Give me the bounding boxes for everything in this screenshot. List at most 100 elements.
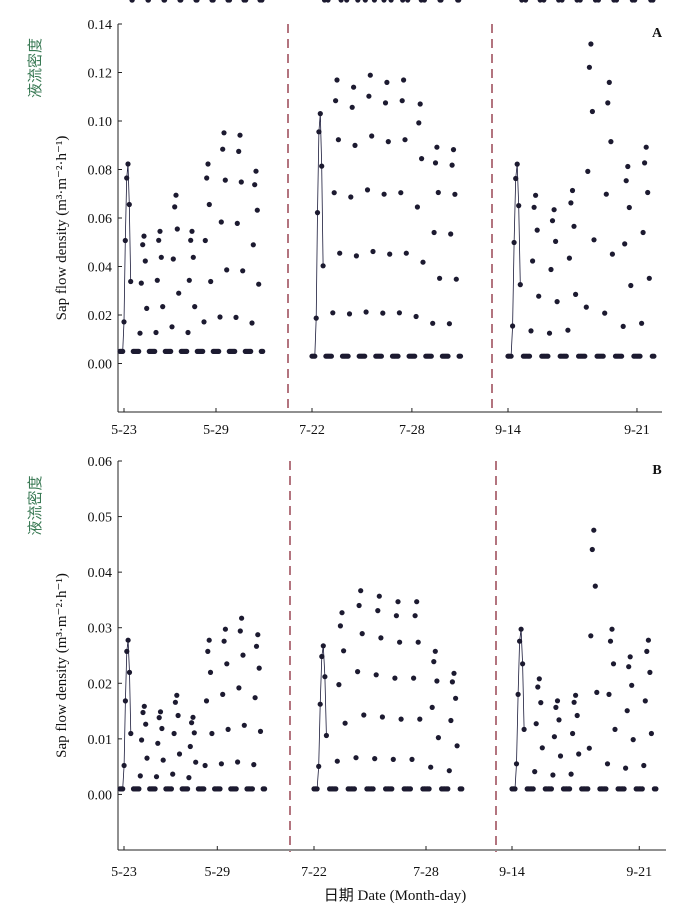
data-point bbox=[434, 678, 440, 684]
data-point bbox=[157, 709, 164, 715]
data-point bbox=[588, 41, 594, 47]
data-point bbox=[516, 203, 522, 209]
data-point bbox=[136, 786, 142, 792]
data-point bbox=[612, 726, 618, 733]
x-tick-label: 5-23 bbox=[111, 423, 137, 438]
data-point bbox=[452, 191, 458, 197]
data-point bbox=[378, 353, 384, 359]
data-point bbox=[254, 207, 260, 213]
data-point bbox=[517, 282, 523, 288]
data-point bbox=[381, 191, 387, 197]
data-point bbox=[248, 348, 254, 354]
data-point bbox=[434, 144, 440, 150]
data-point bbox=[653, 786, 659, 792]
data-point bbox=[216, 348, 222, 354]
data-point bbox=[153, 774, 160, 780]
data-point bbox=[154, 277, 160, 283]
data-point bbox=[623, 178, 629, 184]
data-point bbox=[594, 689, 600, 696]
data-point bbox=[316, 129, 322, 135]
data-point bbox=[412, 613, 418, 619]
y-tick-label: 0.04 bbox=[88, 261, 113, 276]
data-point bbox=[619, 353, 625, 359]
data-point bbox=[175, 712, 181, 719]
data-point bbox=[556, 717, 562, 723]
data-point bbox=[237, 628, 243, 634]
data-point bbox=[174, 692, 180, 698]
data-point bbox=[366, 93, 372, 99]
data-point bbox=[588, 633, 594, 639]
data-point bbox=[639, 786, 645, 792]
data-point bbox=[627, 654, 633, 660]
data-point bbox=[606, 79, 612, 85]
data-point bbox=[417, 716, 423, 722]
data-point bbox=[342, 720, 348, 726]
data-point bbox=[372, 756, 378, 762]
data-point bbox=[533, 721, 539, 727]
data-point bbox=[356, 602, 362, 609]
y-axis-title-en: Sap flow density (m³·m⁻²·h⁻¹) bbox=[54, 136, 70, 321]
data-point bbox=[606, 691, 612, 698]
data-point bbox=[399, 98, 405, 104]
data-point bbox=[430, 320, 436, 326]
data-point bbox=[389, 786, 395, 792]
data-point bbox=[449, 162, 455, 168]
data-point bbox=[536, 676, 542, 682]
x-tick-label: 9-21 bbox=[624, 423, 650, 438]
x-tick-label: 9-14 bbox=[495, 423, 521, 438]
data-point bbox=[523, 0, 529, 3]
x-tick-label: 5-29 bbox=[203, 423, 229, 438]
data-point bbox=[533, 192, 539, 198]
data-point bbox=[126, 669, 133, 676]
y-tick-label: 0.08 bbox=[88, 164, 113, 179]
data-point bbox=[145, 0, 151, 3]
data-point bbox=[337, 250, 343, 256]
data-point bbox=[137, 330, 143, 336]
data-point bbox=[221, 130, 227, 136]
data-point bbox=[232, 348, 238, 354]
data-point bbox=[513, 761, 520, 767]
data-point bbox=[416, 120, 422, 126]
data-point bbox=[453, 276, 459, 282]
panel-a: 0.00 0.02 0.04 0.06 0.08 0.10 0.12 0.14 液流密度 Sap … bbox=[26, 0, 663, 438]
y-tick-label: 0.00 bbox=[88, 358, 113, 373]
data-point bbox=[435, 735, 441, 741]
data-point bbox=[120, 348, 126, 354]
data-point bbox=[643, 144, 649, 150]
data-point bbox=[233, 314, 239, 320]
data-point bbox=[376, 593, 382, 599]
data-point bbox=[437, 0, 443, 3]
data-point bbox=[450, 147, 457, 153]
data-point bbox=[645, 637, 652, 643]
data-point bbox=[168, 786, 174, 792]
data-point bbox=[402, 137, 408, 143]
data-point bbox=[453, 695, 459, 701]
data-point bbox=[626, 204, 632, 211]
panel-letter: B bbox=[652, 463, 661, 478]
data-point bbox=[379, 714, 385, 720]
data-point bbox=[344, 0, 350, 3]
data-point bbox=[531, 204, 537, 210]
data-point bbox=[651, 353, 657, 359]
data-point bbox=[337, 623, 343, 629]
data-point bbox=[528, 328, 534, 334]
data-point bbox=[520, 661, 526, 667]
data-point bbox=[429, 704, 435, 711]
data-point bbox=[415, 639, 421, 645]
data-point bbox=[224, 661, 230, 667]
data-point bbox=[202, 237, 208, 244]
data-point bbox=[170, 771, 176, 777]
data-point bbox=[172, 699, 178, 705]
data-point bbox=[320, 263, 326, 269]
data-point bbox=[256, 281, 262, 287]
data-point bbox=[554, 299, 560, 305]
data-point bbox=[243, 0, 249, 3]
data-point bbox=[253, 168, 259, 174]
data-point bbox=[546, 330, 553, 336]
data-point bbox=[629, 682, 635, 688]
data-point bbox=[570, 730, 576, 737]
data-point bbox=[367, 72, 373, 78]
data-point bbox=[392, 675, 398, 681]
data-point bbox=[222, 626, 228, 632]
data-point bbox=[589, 108, 596, 115]
